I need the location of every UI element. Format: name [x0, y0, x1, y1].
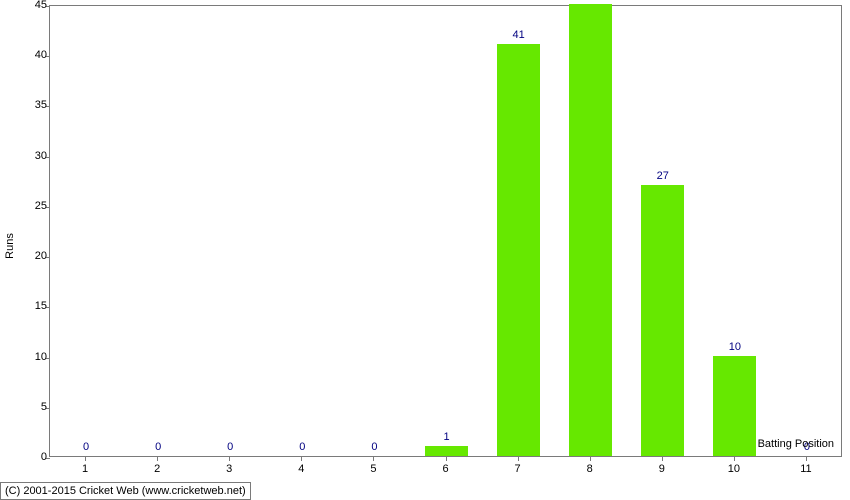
- bar-value-label: 41: [512, 29, 524, 41]
- x-axis-label: Batting Position: [758, 438, 834, 450]
- x-tick-label: 6: [442, 463, 448, 475]
- y-tick-label: 15: [7, 300, 47, 312]
- x-tick-mark: [518, 457, 519, 461]
- y-tick-label: 40: [7, 49, 47, 61]
- chart-container: 000001414527100 Batting Position 1234567…: [49, 5, 842, 475]
- bar-value-label: 0: [83, 441, 89, 453]
- x-tick-label: 7: [515, 463, 521, 475]
- bar-value-label: 45: [585, 0, 597, 1]
- bar-value-label: 27: [657, 170, 669, 182]
- x-tick-label: 1: [82, 463, 88, 475]
- y-tick-label: 25: [7, 200, 47, 212]
- x-tick-label: 9: [659, 463, 665, 475]
- x-tick-mark: [806, 457, 807, 461]
- bar-value-label: 0: [299, 441, 305, 453]
- x-tick-label: 5: [370, 463, 376, 475]
- x-tick-mark: [85, 457, 86, 461]
- x-tick-label: 2: [154, 463, 160, 475]
- bar: [713, 356, 756, 456]
- x-tick-label: 8: [587, 463, 593, 475]
- bar: [641, 185, 684, 456]
- y-tick-label: 45: [7, 0, 47, 11]
- y-tick-label: 20: [7, 250, 47, 262]
- y-tick-label: 30: [7, 150, 47, 162]
- x-tick-label: 4: [298, 463, 304, 475]
- x-tick-mark: [590, 457, 591, 461]
- x-tick-mark: [229, 457, 230, 461]
- bar-value-label: 0: [155, 441, 161, 453]
- plot-area: 000001414527100: [49, 5, 842, 457]
- x-tick-mark: [446, 457, 447, 461]
- bar-value-label: 1: [443, 431, 449, 443]
- x-tick-mark: [734, 457, 735, 461]
- x-tick-label: 11: [800, 463, 811, 475]
- bar-value-label: 0: [227, 441, 233, 453]
- bar: [497, 44, 540, 456]
- y-tick-label: 35: [7, 99, 47, 111]
- x-tick-label: 3: [226, 463, 232, 475]
- y-tick-label: 10: [7, 351, 47, 363]
- bar-value-label: 0: [371, 441, 377, 453]
- y-tick-label: 5: [7, 401, 47, 413]
- x-tick-mark: [157, 457, 158, 461]
- x-tick-mark: [662, 457, 663, 461]
- y-tick-label: 0: [7, 451, 47, 463]
- x-tick-mark: [373, 457, 374, 461]
- bar: [425, 446, 468, 456]
- x-tick-mark: [301, 457, 302, 461]
- copyright-text: (C) 2001-2015 Cricket Web (www.cricketwe…: [0, 482, 251, 500]
- x-tick-label: 10: [728, 463, 740, 475]
- bar-value-label: 10: [729, 341, 741, 353]
- bar: [569, 4, 612, 456]
